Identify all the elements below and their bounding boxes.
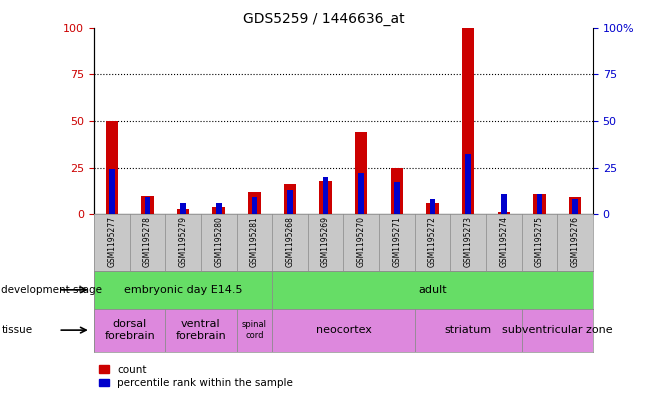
Bar (94, 271, 272, 309)
Text: dorsal
forebrain: dorsal forebrain (104, 320, 155, 341)
Text: GSM1195278: GSM1195278 (143, 216, 152, 267)
Bar (106, 121, 118, 214)
Text: GSM1195272: GSM1195272 (428, 216, 437, 267)
Bar (165, 309, 237, 352)
Bar (323, 177, 329, 214)
Bar (237, 309, 272, 352)
Text: GSM1195274: GSM1195274 (500, 216, 508, 267)
Bar (430, 199, 435, 214)
Bar (498, 212, 510, 214)
Bar (180, 203, 186, 214)
Bar (251, 197, 257, 214)
Bar (319, 180, 332, 214)
Bar (94, 309, 165, 352)
Text: GSM1195271: GSM1195271 (393, 216, 401, 267)
Text: embryonic day E14.5: embryonic day E14.5 (124, 285, 242, 295)
Bar (272, 309, 415, 352)
Bar (426, 203, 439, 214)
Bar (355, 132, 367, 214)
Bar (287, 190, 293, 214)
Text: GSM1195269: GSM1195269 (321, 216, 330, 267)
Text: ventral
forebrain: ventral forebrain (176, 320, 226, 341)
Bar (533, 194, 546, 214)
Bar (109, 169, 115, 214)
Text: GDS5259 / 1446636_at: GDS5259 / 1446636_at (243, 12, 405, 26)
Text: spinal
cord: spinal cord (242, 320, 267, 340)
Bar (358, 173, 364, 214)
Text: GSM1195270: GSM1195270 (357, 216, 365, 267)
Text: tissue: tissue (1, 325, 32, 335)
Bar (145, 197, 150, 214)
Bar (272, 271, 593, 309)
Text: neocortex: neocortex (316, 325, 371, 335)
Text: GSM1195276: GSM1195276 (571, 216, 579, 267)
Bar (177, 209, 189, 214)
Bar (213, 207, 225, 214)
Bar (394, 182, 400, 214)
Bar (522, 309, 593, 352)
Text: GSM1195279: GSM1195279 (179, 216, 187, 267)
Bar (462, 28, 474, 214)
Bar (465, 154, 471, 214)
Text: GSM1195268: GSM1195268 (286, 216, 294, 267)
Bar (248, 192, 260, 214)
Text: striatum: striatum (445, 325, 492, 335)
Bar (216, 203, 222, 214)
Bar (415, 309, 522, 352)
Bar (284, 184, 296, 214)
Text: GSM1195275: GSM1195275 (535, 216, 544, 267)
Legend: count, percentile rank within the sample: count, percentile rank within the sample (99, 365, 293, 388)
Text: adult: adult (418, 285, 447, 295)
Bar (501, 194, 507, 214)
Text: subventricular zone: subventricular zone (502, 325, 612, 335)
Text: GSM1195273: GSM1195273 (464, 216, 472, 267)
Bar (391, 167, 403, 214)
Text: GSM1195280: GSM1195280 (214, 216, 223, 267)
Bar (141, 195, 154, 214)
Text: development stage: development stage (1, 285, 102, 295)
Bar (569, 197, 581, 214)
Text: GSM1195277: GSM1195277 (108, 216, 116, 267)
Bar (537, 194, 542, 214)
Text: GSM1195281: GSM1195281 (250, 216, 259, 266)
Bar (572, 199, 578, 214)
